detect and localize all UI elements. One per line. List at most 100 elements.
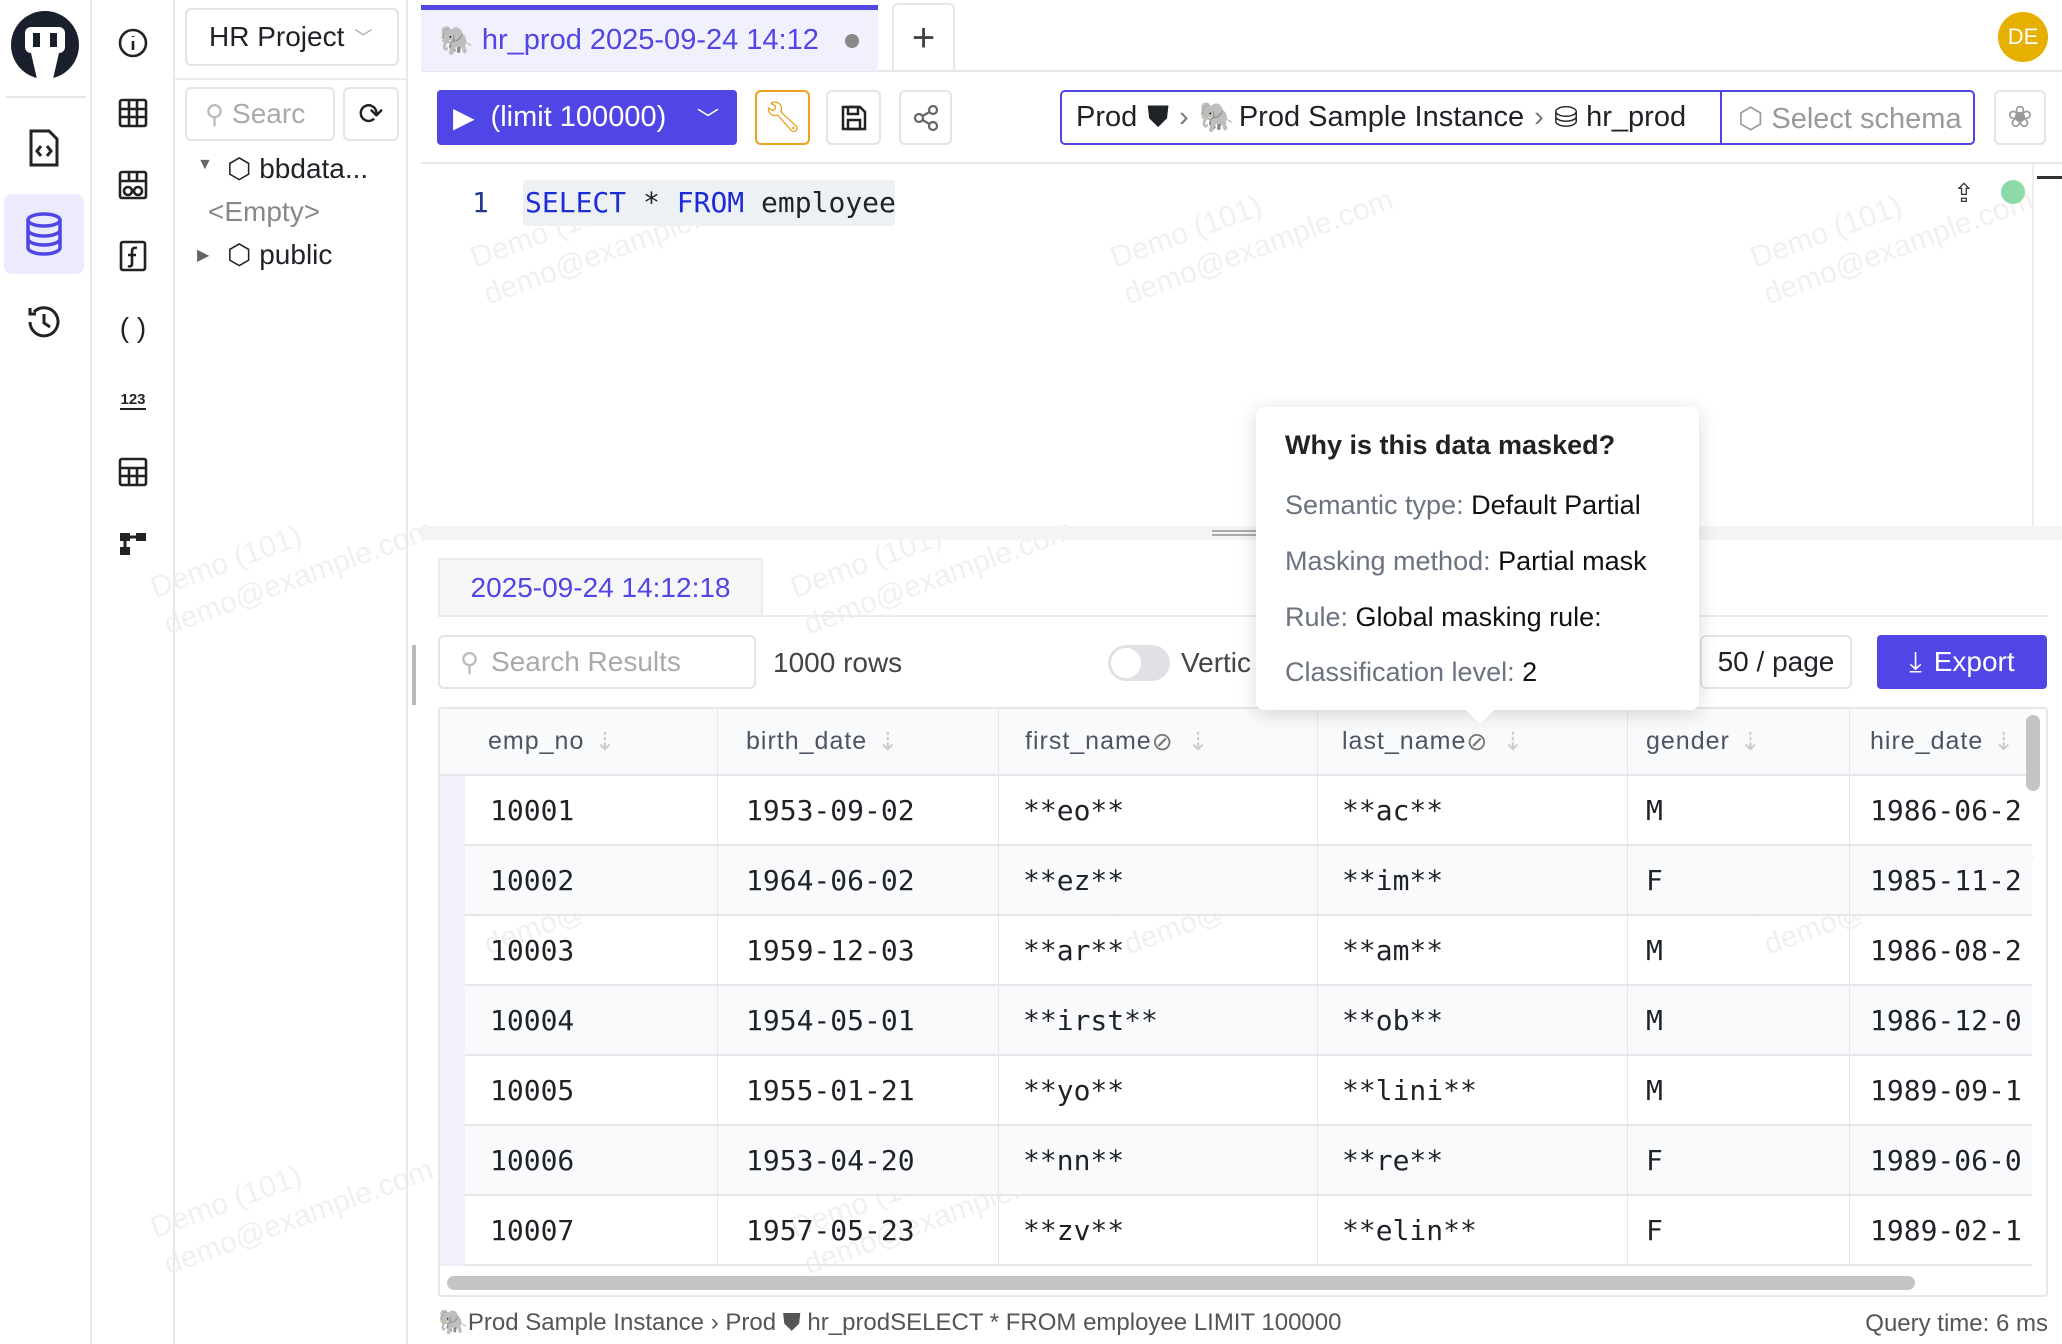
ai-assistant-button[interactable]: ❀ — [1994, 90, 2046, 145]
column-header[interactable]: last_name ⊘ ⇣ — [1318, 709, 1628, 774]
table-cell[interactable]: 10001 — [440, 776, 718, 844]
table-row[interactable]: 10006 1953-04-20 **nn** **re** F 1989-06-0 — [440, 1126, 2032, 1196]
horizontal-scrollbar[interactable] — [447, 1276, 1915, 1290]
function-icon[interactable] — [110, 233, 156, 279]
table-cell[interactable]: **yo** — [999, 1056, 1318, 1124]
table-cell[interactable]: 10003 — [440, 916, 718, 984]
table-cell[interactable]: **am** — [1318, 916, 1628, 984]
search-results-input[interactable]: ⚲ Search Results — [438, 635, 756, 689]
vertical-toggle[interactable] — [1108, 645, 1170, 681]
table-cell[interactable]: M — [1628, 916, 1850, 984]
caret-down-icon[interactable]: ▼ — [197, 156, 213, 173]
table-cell[interactable]: 1989-06-0 — [1870, 1143, 2022, 1177]
table-cell[interactable]: **zv** — [999, 1196, 1318, 1264]
grid-icon[interactable] — [110, 449, 156, 495]
table-cell[interactable]: 1959-12-03 — [718, 916, 999, 984]
column-header[interactable]: first_name ⊘ ⇣ — [999, 709, 1318, 774]
worksheet-icon[interactable] — [16, 120, 72, 176]
page-size-select[interactable]: 50 / page — [1700, 635, 1852, 689]
info-icon[interactable] — [110, 20, 156, 66]
panel-resize-handle[interactable] — [412, 645, 416, 705]
caret-right-icon[interactable]: ▶ — [197, 247, 210, 264]
table-cell[interactable]: 1954-05-01 — [718, 986, 999, 1054]
table-cell[interactable]: 1986-06-2 — [1870, 793, 2022, 827]
table-cell[interactable]: **ez** — [999, 846, 1318, 914]
logo-icon[interactable] — [6, 6, 84, 84]
table-cell[interactable]: 10007 — [440, 1196, 718, 1264]
procedure-icon[interactable]: ( ) — [119, 312, 147, 343]
table-cell[interactable]: **nn** — [999, 1126, 1318, 1194]
refresh-button[interactable]: ⟳ — [343, 87, 399, 141]
table-cell[interactable]: 1955-01-21 — [718, 1056, 999, 1124]
table-row[interactable]: 10003 1959-12-03 **ar** **am** M 1986-08-2 — [440, 916, 2032, 986]
table-cell[interactable]: M — [1628, 1056, 1850, 1124]
column-header[interactable]: emp_no ⇣ — [440, 709, 718, 774]
column-header[interactable]: birth_date ⇣ — [718, 709, 999, 774]
masking-tooltip — [1256, 407, 1699, 710]
history-icon[interactable] — [16, 294, 72, 350]
tab-worksheet[interactable]: 🐘 hr_prod 2025-09-24 14:12 — [421, 5, 878, 71]
table-cell[interactable]: 10004 — [440, 986, 718, 1054]
run-button[interactable]: ▶ (limit 100000) ﹀ — [437, 90, 737, 145]
table-cell[interactable]: 1986-08-2 — [1870, 933, 2022, 967]
table-row[interactable]: 10004 1954-05-01 **irst** **ob** M 1986-12-0 — [440, 986, 2032, 1056]
view-icon[interactable] — [110, 162, 156, 208]
add-tab-button[interactable]: + — [892, 3, 955, 71]
table-cell[interactable]: F — [1628, 1126, 1850, 1194]
table-cell[interactable]: **im** — [1318, 846, 1628, 914]
table-row[interactable]: 10002 1964-06-02 **ez** **im** F 1985-11-2 — [440, 846, 2032, 916]
table-cell[interactable]: 1989-09-1 — [1870, 1073, 2022, 1107]
chevron-down-icon[interactable]: ﹀ — [696, 106, 719, 132]
table-cell[interactable]: **ac** — [1318, 776, 1628, 844]
drag-handle-icon[interactable] — [1212, 530, 1256, 536]
table-row[interactable]: 10007 1957-05-23 **zv** **elin** F 1989-02-1 — [440, 1196, 2032, 1266]
table-cell[interactable]: 1953-04-20 — [718, 1126, 999, 1194]
export-button[interactable]: ⤓ Export — [1877, 635, 2047, 689]
table-cell[interactable]: M — [1628, 776, 1850, 844]
format-button[interactable]: 🔧︎ — [755, 90, 810, 145]
table-cell[interactable]: 1957-05-23 — [718, 1196, 999, 1264]
table-cell[interactable]: **lini** — [1318, 1056, 1628, 1124]
share-button[interactable] — [899, 90, 952, 145]
table-cell[interactable]: **eo** — [999, 776, 1318, 844]
tree-item-schema[interactable]: ⬡ public — [227, 238, 332, 271]
connection-breadcrumb[interactable]: Prod ⛊ › 🐘 Prod Sample Instance › ⛁ hr_p… — [1060, 90, 1975, 145]
tree-item-database[interactable]: ⬡ bbdata... — [227, 152, 368, 185]
table-cell[interactable]: F — [1628, 1196, 1850, 1264]
database-icon[interactable] — [4, 194, 84, 274]
diagram-icon[interactable] — [110, 521, 156, 567]
table-icon[interactable] — [110, 90, 156, 136]
table-cell[interactable]: **ar** — [999, 916, 1318, 984]
table-cell[interactable]: **irst** — [999, 986, 1318, 1054]
table-cell[interactable]: **re** — [1318, 1126, 1628, 1194]
schema-selector[interactable]: ⬡ Select schema — [1738, 103, 1962, 135]
table-cell[interactable]: 1953-09-02 — [718, 776, 999, 844]
table-cell[interactable]: **elin** — [1318, 1196, 1628, 1264]
status-env: Prod — [725, 1308, 777, 1336]
table-cell[interactable]: M — [1628, 986, 1850, 1054]
vertical-scrollbar[interactable] — [2026, 715, 2040, 791]
sort-icon: ⇣ — [594, 727, 617, 756]
table-row[interactable]: 10001 1953-09-02 **eo** **ac** M 1986-06-2 — [440, 776, 2032, 846]
column-header[interactable]: hire_date ⇣ — [1870, 727, 2016, 756]
save-button[interactable] — [826, 90, 881, 145]
table-row[interactable]: 10005 1955-01-21 **yo** **lini** M 1989-09-1 — [440, 1056, 2032, 1126]
table-cell[interactable]: 10005 — [440, 1056, 718, 1124]
schema-tree-panel: HR Project ﹀ ⚲ Searc ⟳ ▼ ⬡ bbdata... <Em… — [175, 0, 408, 1344]
table-cell[interactable]: 1989-02-1 — [1870, 1213, 2022, 1247]
tab-result[interactable]: 2025-09-24 14:12:18 — [438, 558, 763, 616]
table-cell[interactable]: 10006 — [440, 1126, 718, 1194]
sql-editor[interactable]: SELECT * FROM employee — [525, 186, 896, 219]
table-cell[interactable]: **ob** — [1318, 986, 1628, 1054]
avatar[interactable]: DE — [1998, 12, 2048, 62]
table-cell[interactable]: 1986-12-0 — [1870, 1003, 2022, 1037]
upload-icon[interactable]: ⇪ — [1953, 178, 1975, 208]
sequence-icon[interactable]: 123 — [120, 390, 146, 410]
tree-search-input[interactable]: ⚲ Searc — [185, 87, 335, 141]
project-selector[interactable]: HR Project ﹀ — [185, 8, 399, 66]
table-cell[interactable]: 1985-11-2 — [1870, 863, 2022, 897]
table-cell[interactable]: F — [1628, 846, 1850, 914]
table-cell[interactable]: 10002 — [440, 846, 718, 914]
column-header[interactable]: gender ⇣ — [1628, 709, 1850, 774]
table-cell[interactable]: 1964-06-02 — [718, 846, 999, 914]
